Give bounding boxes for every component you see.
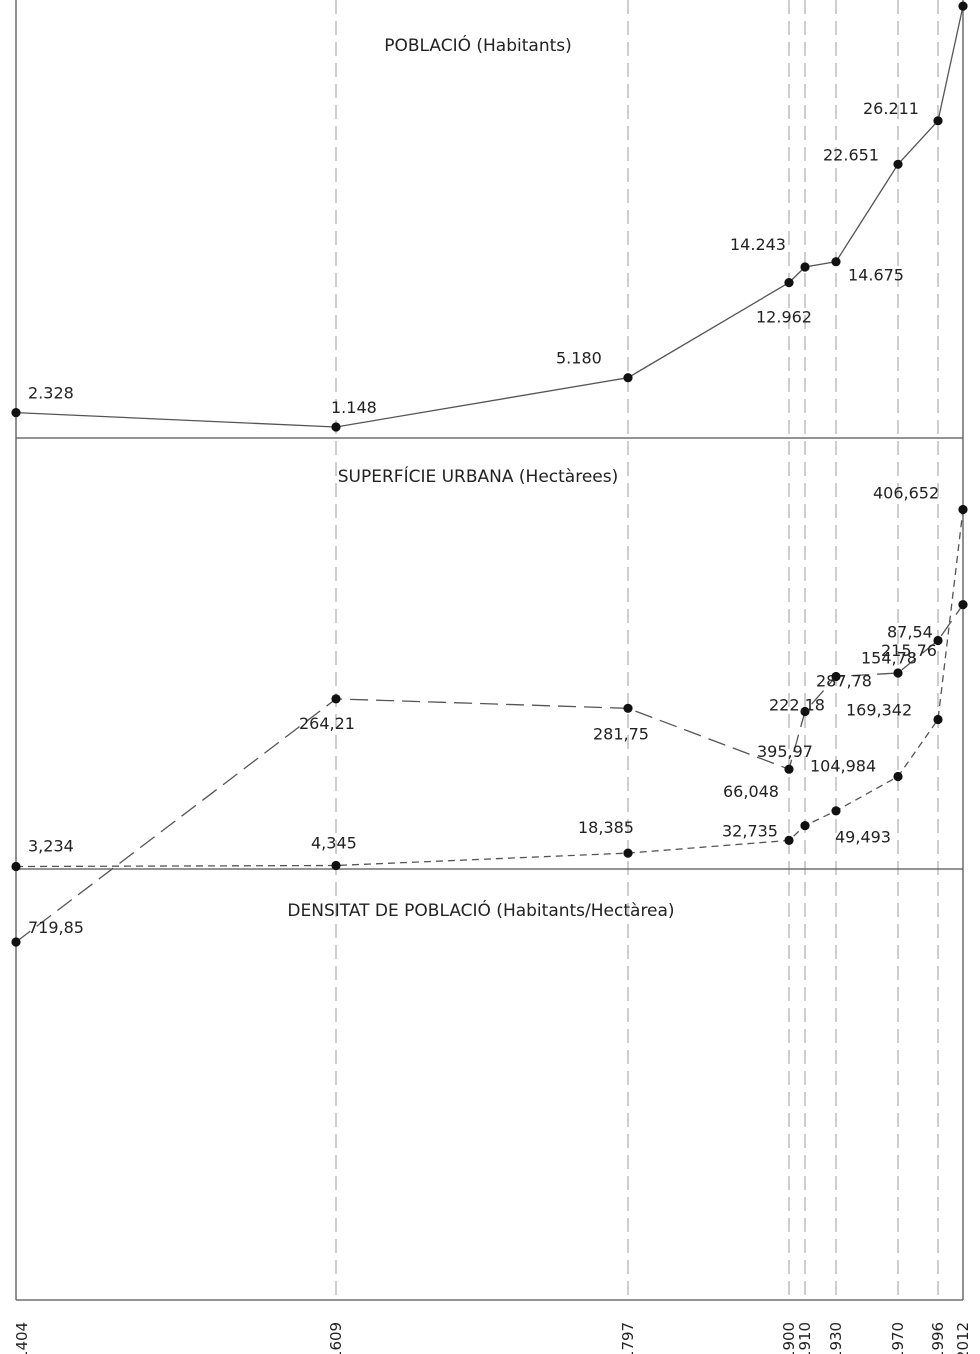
data-point-densitat-1404 (11, 937, 21, 947)
data-label-superficie-2012: 406,652 (873, 484, 939, 503)
data-point-superficie-1996 (933, 714, 943, 725)
data-point-poblacio-1404 (11, 408, 21, 418)
data-point-poblacio-1970 (893, 159, 903, 169)
data-label-poblacio-1996: 26.211 (863, 99, 919, 118)
data-point-densitat-1910 (800, 706, 810, 717)
data-point-superficie-1797 (623, 848, 633, 858)
x-tick-label-2012: 2012 (954, 1322, 972, 1354)
x-tick-label-1404: 1404 (13, 1322, 31, 1354)
data-label-densitat-1609: 264,21 (299, 714, 355, 733)
data-point-superficie-1910 (800, 821, 810, 831)
x-tick-label-1930: 1930 (827, 1322, 845, 1354)
data-label-poblacio-1404: 2.328 (28, 384, 74, 403)
data-label-densitat-1930: 222,18 (769, 696, 825, 715)
data-label-superficie-1930: 66,048 (723, 782, 779, 801)
data-point-poblacio-2012 (958, 1, 968, 11)
data-label-densitat-2012: 87,54 (887, 623, 933, 642)
data-point-superficie-1970 (893, 771, 903, 782)
series-line-poblacio (15, 5, 964, 428)
data-label-poblacio-1797: 5.180 (556, 349, 602, 368)
data-label-densitat-1900: 395,97 (757, 742, 813, 761)
series-layer: 2.328 1.148 5.180 12.962 14.243 14.675 22.651 2… (11, 1, 968, 947)
x-tick-label-1996: 1996 (929, 1322, 947, 1354)
data-label-densitat-1996: 154,78 (861, 649, 917, 668)
data-label-poblacio-1900: 12.962 (756, 308, 812, 327)
data-point-poblacio-1996 (933, 116, 943, 126)
data-label-superficie-1910: 49,493 (835, 828, 891, 847)
data-point-poblacio-1900 (784, 278, 794, 288)
panel-title-superficie: SUPERFÍCIE URBANA (Hectàrees) (338, 465, 618, 487)
data-label-superficie-1970: 104,984 (810, 757, 876, 776)
data-label-superficie-1797: 18,385 (578, 818, 634, 837)
data-point-poblacio-1910 (800, 262, 810, 272)
x-tick-label-1797: 1797 (619, 1322, 637, 1354)
data-point-superficie-1609 (331, 860, 341, 871)
data-label-poblacio-1970: 22.651 (823, 145, 879, 164)
data-point-superficie-1404 (11, 861, 21, 872)
x-tick-label-1910: 1910 (796, 1322, 814, 1354)
data-label-densitat-1970: 215,76 (881, 641, 937, 660)
data-point-densitat-1930 (831, 671, 841, 682)
x-tick-label-1609: 1609 (327, 1322, 345, 1354)
data-point-densitat-1797 (623, 703, 633, 713)
data-point-poblacio-1930 (831, 257, 841, 267)
data-label-poblacio-1910: 14.243 (730, 235, 786, 254)
data-point-densitat-1609 (331, 694, 341, 704)
x-tick-label-1970: 1970 (889, 1322, 907, 1354)
data-label-superficie-1900: 32,735 (722, 821, 778, 840)
data-point-poblacio-1609 (331, 422, 341, 432)
data-point-superficie-1900 (784, 835, 794, 846)
series-poblacio: 2.328 1.148 5.180 12.962 14.243 14.675 22.651 2… (11, 1, 968, 432)
data-label-densitat-1797: 281,75 (593, 724, 649, 743)
data-label-superficie-1609: 4,345 (311, 834, 357, 853)
data-label-densitat-1404: 719,85 (28, 918, 84, 937)
panel-title-poblacio: POBLACIÓ (Habitants) (384, 34, 572, 56)
data-point-superficie-1930 (831, 806, 841, 816)
data-label-poblacio-1930: 14.675 (848, 266, 904, 285)
vertical-gridlines (335, 0, 939, 1300)
chart-frame (15, 0, 964, 1301)
data-point-densitat-1900 (784, 764, 794, 774)
data-label-superficie-1404: 3,234 (28, 837, 74, 856)
x-tick-label-1900: 1900 (780, 1322, 798, 1354)
data-point-densitat-1996 (933, 635, 943, 646)
data-label-superficie-1996: 169,342 (846, 701, 912, 720)
panel-title-densitat: DENSITAT DE POBLACIÓ (Habitants/Hectàrea… (287, 899, 674, 921)
data-label-poblacio-1609: 1.148 (331, 398, 377, 417)
data-point-superficie-2012 (958, 504, 968, 515)
data-label-densitat-1910: 287,78 (816, 672, 872, 691)
data-point-poblacio-1797 (623, 373, 633, 383)
series-superficie: 3,234 4,345 18,385 32,735 49,493 66,048 104,98… (11, 484, 968, 872)
data-point-densitat-2012 (958, 600, 968, 610)
series-densitat: 719,85 264,21 281,75 395,97 287,78 222,18 215,… (11, 600, 968, 947)
data-point-densitat-1970 (893, 668, 903, 678)
